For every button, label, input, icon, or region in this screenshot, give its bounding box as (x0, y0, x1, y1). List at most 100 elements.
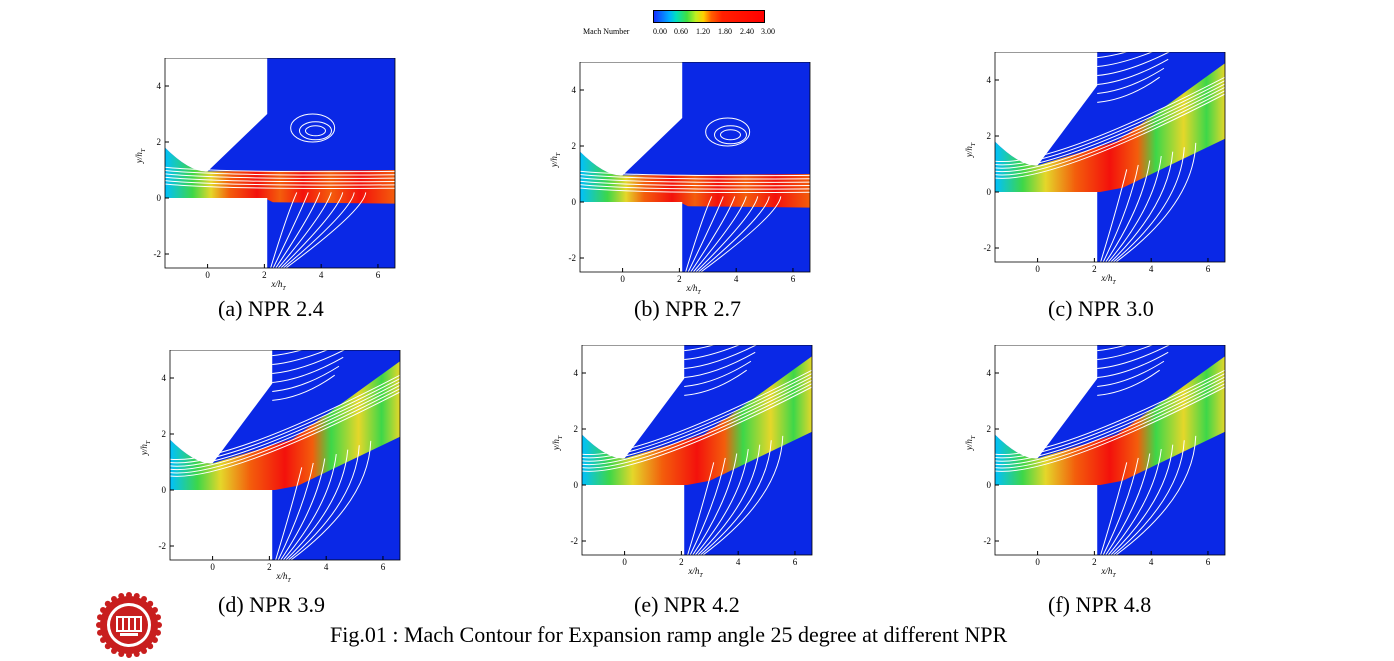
streamline (1110, 444, 1174, 556)
mach-contour-plot: 0 2 4 6 4 2 0 -2 x/hT y/hT (139, 350, 401, 584)
x-tick-label: 4 (1149, 557, 1154, 567)
x-tick-label: 0 (1035, 264, 1040, 274)
streamline (579, 180, 811, 187)
panel-caption-f: (f) NPR 4.8 (1048, 592, 1152, 617)
x-tick-label: 0 (205, 270, 210, 280)
contour-panel-d: 0 2 4 6 4 2 0 -2 x/hT y/hT (135, 350, 435, 590)
streamline (1102, 457, 1139, 556)
lower-nozzle-wall (165, 198, 268, 268)
streamline (1097, 52, 1129, 59)
y-tick-label: 2 (157, 137, 162, 147)
streamline (1097, 52, 1154, 68)
streamline (581, 376, 813, 462)
y-axis-label: y/hT (551, 435, 564, 451)
y-tick-label: 2 (987, 424, 992, 434)
y-tick-label: 4 (162, 373, 167, 383)
y-tick-label: -2 (154, 249, 162, 259)
x-axis-label: x/hT (275, 571, 291, 584)
contour-panel-c: 0 2 4 6 4 2 0 -2 x/hT y/hT (960, 52, 1260, 292)
y-tick-label: 0 (987, 480, 992, 490)
streamline (994, 83, 1226, 169)
y-tick-label: 0 (987, 187, 992, 197)
streamline (169, 384, 401, 471)
streamline (1100, 169, 1128, 263)
mach-contour-plot: 0 2 4 6 4 2 0 -2 x/hT y/hT (549, 62, 811, 296)
y-axis-label: y/hT (964, 142, 977, 158)
x-tick-label: 6 (791, 274, 796, 284)
upper-nozzle-wall (582, 345, 685, 459)
x-tick-label: 2 (1092, 557, 1097, 567)
y-tick-label: 0 (572, 197, 577, 207)
streamline (579, 177, 811, 183)
streamline (1113, 440, 1185, 556)
streamline (994, 383, 1226, 469)
x-tick-label: 2 (1092, 264, 1097, 274)
streamline (1107, 156, 1162, 263)
x-tick-label: 4 (324, 562, 329, 572)
x-axis-label: x/hT (1100, 273, 1116, 286)
y-axis-label: y/hT (139, 440, 152, 456)
streamline (283, 192, 355, 269)
streamline (1105, 453, 1151, 556)
streamline (169, 374, 401, 461)
x-tick-label: 4 (734, 274, 739, 284)
streamline (685, 196, 713, 273)
streamline (579, 174, 811, 180)
plot-frame (994, 52, 1226, 263)
legend-tick: 2.40 (740, 27, 754, 36)
streamline (1097, 360, 1165, 387)
streamline (272, 374, 335, 401)
streamline (1097, 345, 1129, 352)
jet-plume (580, 151, 810, 208)
streamline (164, 170, 396, 176)
streamline (1115, 435, 1197, 556)
streamline (994, 80, 1226, 166)
upper-nozzle-wall (995, 345, 1098, 459)
plot-frame (994, 345, 1226, 556)
streamline (169, 388, 401, 474)
panel-caption-d: (d) NPR 3.9 (218, 592, 325, 617)
y-tick-label: 2 (162, 429, 167, 439)
streamline (690, 196, 736, 273)
mach-number-legend: Mach Number 0.00 0.60 1.20 1.80 2.40 3.0… (583, 10, 775, 38)
y-tick-label: -2 (984, 243, 992, 253)
y-tick-label: -2 (984, 536, 992, 546)
lower-nozzle-wall (995, 485, 1098, 555)
streamline (272, 356, 344, 383)
legend-ticks: 0.00 0.60 1.20 1.80 2.40 3.00 (647, 27, 777, 37)
streamline (687, 196, 724, 273)
streamline (280, 458, 326, 561)
lower-nozzle-wall (580, 202, 683, 272)
figure-caption: Fig.01 : Mach Contour for Expansion ramp… (330, 622, 1008, 647)
streamlines (994, 345, 1226, 556)
streamline (702, 435, 784, 556)
panel-caption-c: (c) NPR 3.0 (1048, 296, 1154, 321)
y-tick-label: -2 (571, 536, 579, 546)
jet-plume (170, 361, 400, 490)
y-tick-label: 4 (157, 81, 162, 91)
streamline (689, 457, 726, 556)
jet-plume (995, 63, 1225, 193)
jet-plume (165, 147, 395, 204)
streamline (994, 90, 1226, 176)
legend-title: Mach Number (583, 27, 630, 36)
recirculation-streamline (705, 117, 751, 147)
mach-contour-plot: 0 2 4 6 4 2 0 -2 x/hT y/hT (551, 345, 813, 579)
streamline (164, 180, 396, 186)
panel-caption-e: (e) NPR 4.2 (634, 592, 740, 617)
streamline (285, 449, 349, 561)
streamline (695, 196, 759, 273)
x-tick-label: 4 (319, 270, 324, 280)
streamline (1100, 462, 1128, 556)
streamline (581, 386, 813, 472)
legend-tick: 1.20 (696, 27, 710, 36)
streamline (698, 196, 770, 273)
y-tick-label: 4 (987, 75, 992, 85)
plot-frame (581, 345, 813, 556)
streamline (1110, 151, 1174, 263)
x-tick-label: 6 (381, 562, 386, 572)
mach-contour-plot: 0 2 4 6 4 2 0 -2 x/hT y/hT (964, 52, 1226, 286)
x-tick-label: 2 (677, 274, 682, 284)
y-axis-label: y/hT (549, 152, 562, 168)
lower-nozzle-wall (170, 490, 273, 560)
